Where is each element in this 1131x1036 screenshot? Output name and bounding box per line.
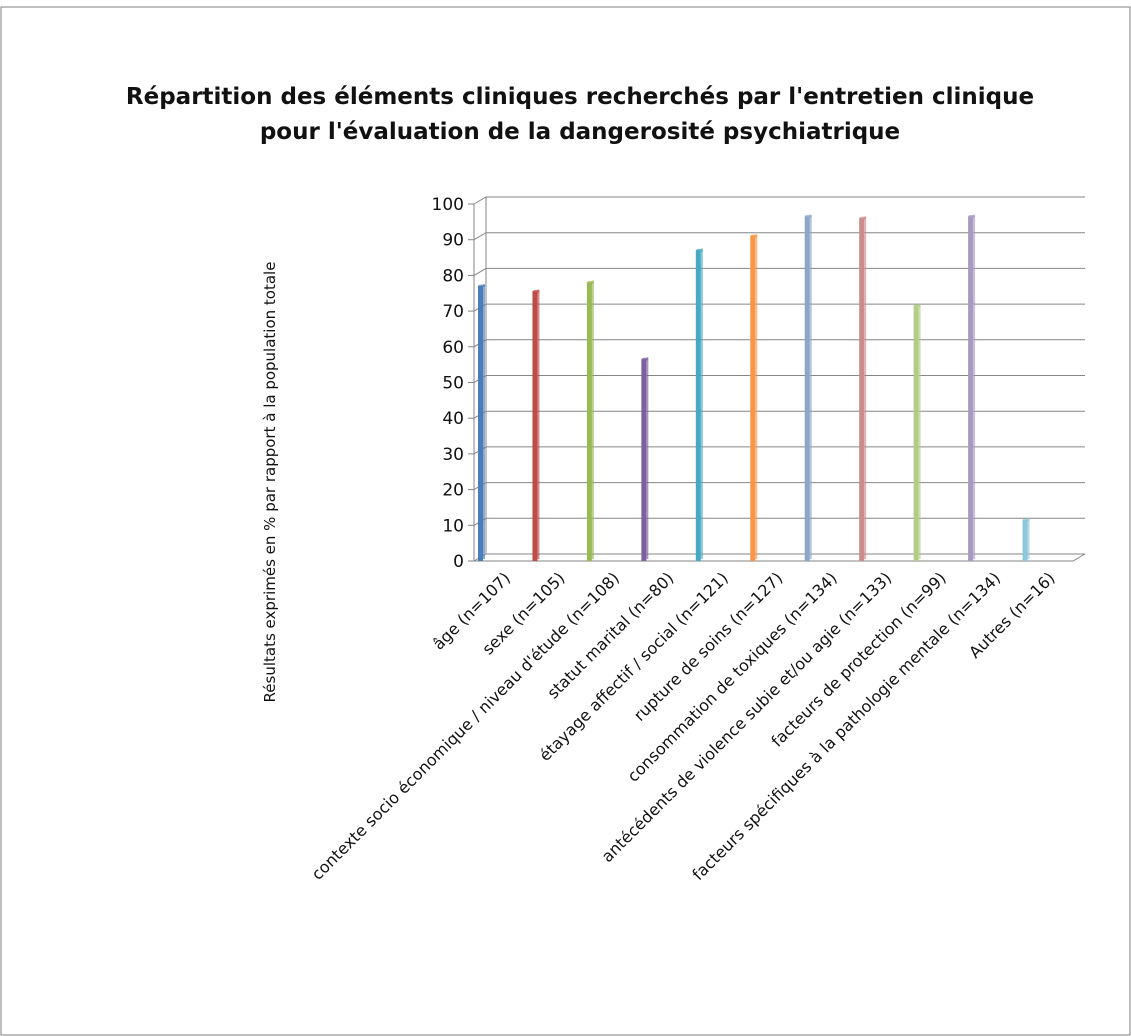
chart-title-line-1: Répartition des éléments cliniques reche… — [125, 84, 1035, 110]
bar-side — [864, 216, 867, 559]
bar — [586, 282, 592, 561]
bar — [532, 291, 538, 561]
bar-side — [646, 357, 649, 559]
bar-side — [591, 280, 594, 559]
gridline — [473, 517, 1085, 526]
bar — [695, 250, 701, 561]
y-tick-label: 0 — [453, 552, 464, 572]
y-tick-labels: 0 10 20 30 40 50 60 70 80 90 100 — [432, 195, 464, 572]
y-tick-label: 70 — [442, 302, 464, 322]
y-tick-label: 90 — [442, 231, 464, 251]
gridline — [473, 232, 1085, 241]
gridlines — [468, 196, 1085, 562]
y-axis-label: Résultats exprimés en % par rapport à la… — [261, 261, 279, 703]
bar — [804, 216, 810, 561]
y-tick-label: 10 — [442, 516, 464, 536]
bar-side — [973, 214, 976, 559]
gridline — [473, 446, 1085, 455]
gridline — [473, 196, 1085, 205]
bar-side — [1027, 517, 1030, 559]
y-tick-label: 30 — [442, 445, 464, 465]
bar-side — [483, 284, 485, 559]
gridline — [473, 410, 1085, 419]
bar-top — [913, 304, 921, 308]
bar — [859, 218, 865, 561]
y-tick-label: 80 — [442, 266, 464, 286]
gridline — [473, 482, 1085, 491]
y-tick-label: 100 — [432, 195, 464, 215]
gridline — [473, 303, 1085, 312]
y-tick-label: 50 — [442, 374, 464, 394]
gridline — [473, 375, 1085, 383]
bar — [1022, 519, 1028, 561]
bar — [641, 359, 647, 561]
bar — [913, 305, 919, 561]
bar-top — [641, 357, 649, 361]
chart-border — [0, 6, 1131, 1036]
bar-top — [968, 214, 976, 218]
bar-top — [478, 284, 485, 288]
bar — [968, 216, 974, 561]
y-tick-label: 20 — [442, 481, 464, 501]
bar-top — [804, 214, 812, 218]
bars — [478, 214, 1030, 561]
gridline — [473, 267, 1085, 276]
bar-side — [700, 248, 703, 559]
bar-side — [918, 303, 921, 559]
x-tick-labels: âge (n=107)sexe (n=105)contexte socio éc… — [308, 568, 1059, 884]
bar-top — [695, 248, 703, 252]
y-tick-label: 60 — [442, 338, 464, 358]
bar-side — [537, 289, 540, 559]
bar-top — [1022, 518, 1030, 522]
gridline — [473, 339, 1085, 348]
gridline — [473, 553, 1085, 562]
axes — [473, 197, 1086, 562]
bar-top — [586, 281, 594, 285]
y-tick-label: 40 — [442, 409, 464, 429]
bar — [478, 286, 483, 561]
bar-top — [532, 289, 540, 293]
bar-side — [755, 234, 758, 559]
x-axis-line — [474, 553, 1086, 562]
bar-side — [809, 214, 812, 559]
bar-top — [750, 234, 758, 238]
chart-title-line-2: pour l'évaluation de la dangerosité psyc… — [259, 119, 901, 145]
bar — [750, 236, 756, 561]
bar-top — [859, 216, 867, 220]
